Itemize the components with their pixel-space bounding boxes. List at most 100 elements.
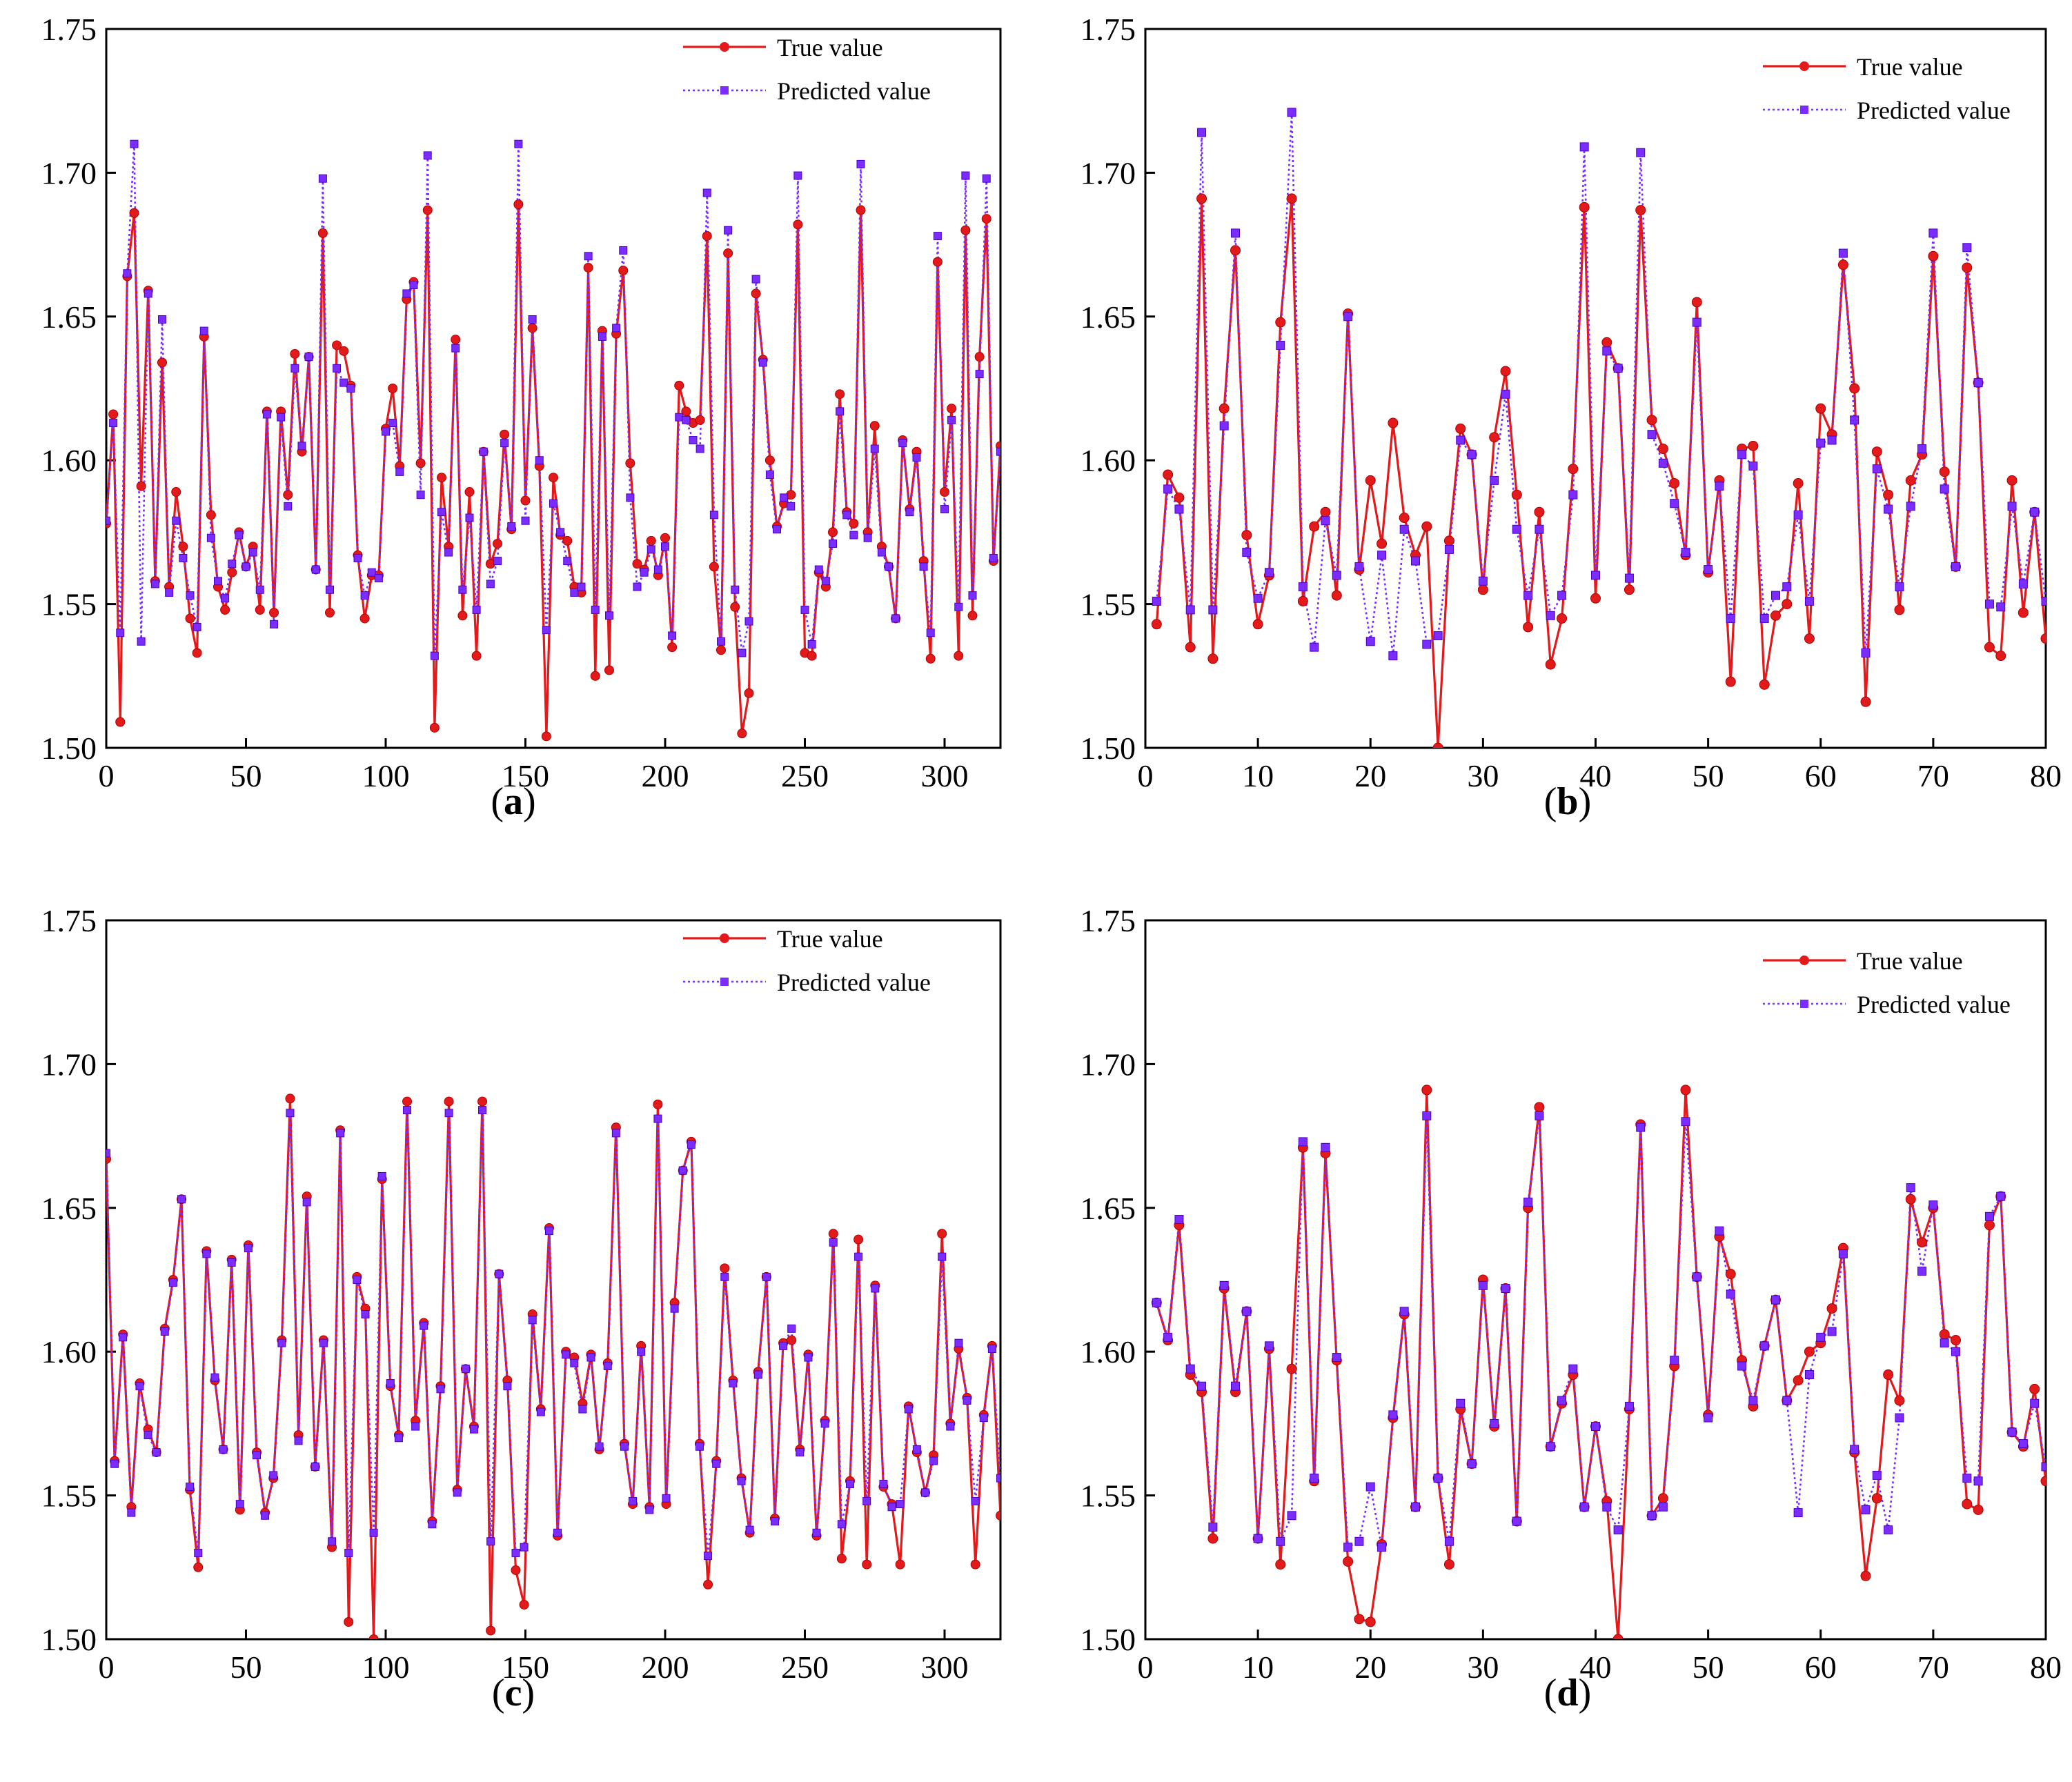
y-tick-label: 1.75: [41, 12, 97, 47]
true-value-point: [1939, 466, 1950, 477]
predicted-value-point: [1872, 464, 1882, 474]
x-tick-label: 70: [1917, 758, 1949, 793]
predicted-value-point: [1962, 1474, 1972, 1483]
predicted-value-point: [1512, 524, 1521, 534]
true-value-point: [388, 384, 398, 393]
true-value-point: [2040, 1476, 2046, 1487]
predicted-value-point: [202, 1249, 211, 1258]
predicted-value-point: [1253, 593, 1263, 603]
predicted-value-point: [269, 1471, 278, 1480]
predicted-value-point: [1478, 1280, 1488, 1290]
predicted-value-point: [645, 1505, 654, 1514]
true-value-point: [527, 323, 537, 333]
predicted-value-point: [724, 226, 733, 235]
predicted-value-point: [382, 427, 390, 436]
predicted-value-point: [1411, 556, 1420, 566]
true-value-point: [1399, 513, 1410, 524]
predicted-value-point: [1242, 548, 1252, 557]
true-value-point: [1477, 584, 1488, 595]
true-value-point: [835, 389, 845, 399]
true-value-point: [178, 542, 188, 552]
true-value-point: [1905, 1194, 1916, 1205]
predicted-value-point: [629, 1496, 638, 1505]
true-value-point: [1770, 610, 1781, 621]
true-value-point: [667, 642, 678, 653]
predicted-value-line: [1156, 1116, 2046, 1549]
true-value-point: [359, 613, 370, 624]
x-tick-label: 50: [230, 758, 262, 793]
legend-true-marker: [1799, 61, 1809, 71]
predicted-value-point: [1208, 1522, 1218, 1532]
true-value-point: [1725, 676, 1736, 687]
predicted-value-point: [1310, 1474, 1319, 1483]
true-value-point: [660, 533, 670, 543]
predicted-value-point: [862, 1496, 871, 1505]
predicted-value-point: [369, 1528, 378, 1537]
predicted-value-point: [1984, 600, 1994, 609]
true-value-point: [1646, 415, 1657, 426]
series-group: [1151, 108, 2046, 748]
predicted-value-point: [1433, 631, 1443, 640]
predicted-value-point: [1624, 573, 1634, 583]
true-value-point: [1523, 622, 1534, 633]
predicted-value-point: [863, 533, 872, 542]
true-value-point: [1275, 317, 1286, 328]
predicted-value-point: [849, 531, 858, 539]
true-value-point: [618, 266, 629, 276]
predicted-value-point: [277, 1338, 286, 1347]
predicted-value-point: [339, 378, 348, 387]
predicted-value-point: [1681, 548, 1690, 557]
x-tick-label: 200: [642, 1650, 689, 1685]
predicted-value-point: [277, 413, 286, 422]
predicted-value-point: [762, 1272, 771, 1281]
true-value-point: [1297, 595, 1308, 606]
true-value-point: [1815, 403, 1826, 414]
true-value-point: [1759, 679, 1770, 690]
predicted-value-point: [2030, 1398, 2040, 1408]
predicted-value-point: [227, 1258, 236, 1267]
x-tick-label: 80: [2030, 1650, 2062, 1685]
predicted-value-point: [1546, 611, 1555, 620]
predicted-value-point: [1444, 1536, 1454, 1546]
predicted-value-point: [745, 1525, 754, 1534]
true-value-point: [1984, 642, 1995, 653]
true-value-point: [402, 1096, 413, 1107]
true-value-point: [1207, 653, 1218, 664]
true-value-point: [1421, 521, 1432, 532]
true-value-point: [1489, 432, 1500, 443]
predicted-value-point: [461, 1365, 470, 1374]
predicted-value-point: [1771, 591, 1780, 600]
y-tick-label: 1.65: [41, 299, 97, 335]
true-value-point: [1871, 1493, 1882, 1504]
predicted-value-point: [423, 151, 432, 160]
predicted-value-point: [1276, 1536, 1285, 1546]
predicted-value-point: [465, 513, 474, 522]
legend-true-marker: [1799, 956, 1809, 965]
predicted-value-point: [1152, 596, 1161, 606]
panel-label: (b): [1544, 780, 1591, 823]
true-value-point: [1635, 205, 1646, 216]
predicted-value-point: [829, 1238, 838, 1247]
predicted-value-point: [796, 1448, 805, 1457]
true-value-point: [1995, 651, 2006, 662]
predicted-value-point: [304, 353, 313, 362]
predicted-value-point: [603, 1362, 612, 1371]
predicted-value-point: [1804, 1370, 1814, 1380]
true-value-point: [1725, 1269, 1736, 1280]
predicted-value-point: [926, 628, 935, 637]
chart-panel-a: 0 50 100 150 200 250 300 1.50 1.55 1.60 1.65 1.70 1.…: [41, 12, 1002, 823]
predicted-value-point: [1906, 502, 1915, 511]
predicted-value-point: [1388, 651, 1398, 661]
true-value-point: [562, 535, 573, 546]
y-tick-label: 1.70: [41, 1047, 97, 1082]
predicted-value-point: [409, 280, 418, 289]
predicted-value-point: [1208, 605, 1218, 615]
true-value-point: [1432, 742, 1443, 748]
legend-pred-label: Predicted value: [1857, 991, 2011, 1018]
predicted-value-point: [793, 171, 802, 180]
predicted-value-point: [1906, 1183, 1915, 1193]
predicted-value-point: [286, 1109, 295, 1118]
true-value-point: [415, 458, 426, 468]
legend: True value Predicted value: [683, 925, 931, 996]
x-tick-label: 150: [502, 1650, 549, 1685]
